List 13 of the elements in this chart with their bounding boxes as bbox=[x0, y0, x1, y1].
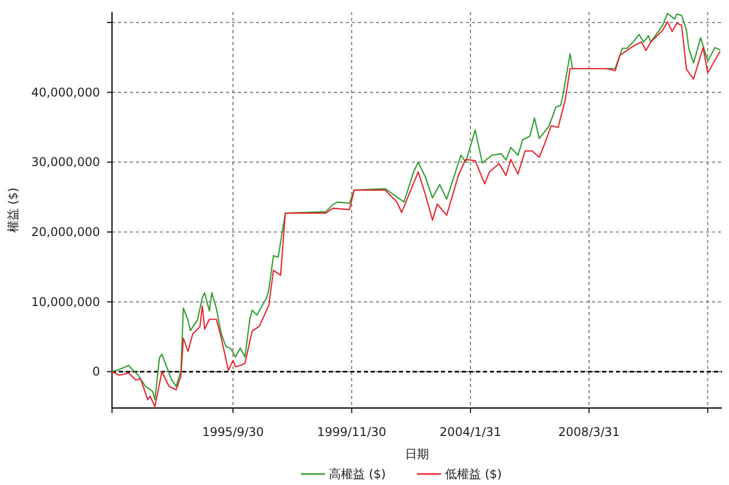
x-tick-label: 1995/9/30 bbox=[202, 425, 264, 439]
legend-label: 高權益 ($) bbox=[329, 467, 386, 481]
legend-label: 低權益 ($) bbox=[445, 467, 502, 481]
y-axis-title: 權益 ($) bbox=[6, 188, 20, 232]
x-tick-label: 2008/3/31 bbox=[558, 425, 620, 439]
y-tick-label: 10,000,000 bbox=[31, 294, 100, 309]
y-tick-label: 30,000,000 bbox=[31, 155, 100, 170]
y-tick-label: 40,000,000 bbox=[31, 85, 100, 100]
y-tick-label: 20,000,000 bbox=[31, 225, 100, 239]
x-tick-label: 2004/1/31 bbox=[440, 425, 502, 439]
x-tick-label: 1999/11/30 bbox=[317, 425, 386, 439]
x-axis-title: 日期 bbox=[405, 447, 429, 461]
y-tick-label: 0 bbox=[92, 364, 100, 379]
